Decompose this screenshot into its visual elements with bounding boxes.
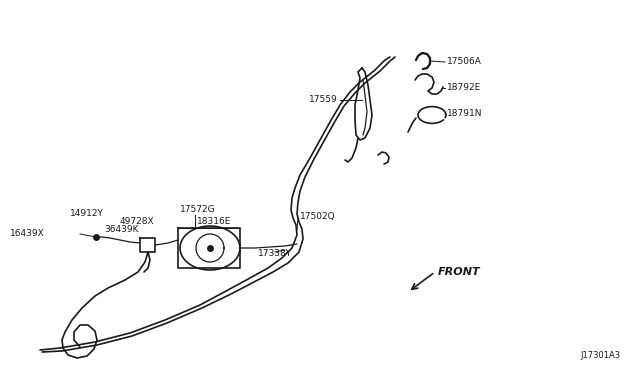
Text: 18792E: 18792E [447, 83, 481, 93]
Text: 16439X: 16439X [10, 230, 45, 238]
Text: 36439K: 36439K [104, 225, 138, 234]
Text: 17559: 17559 [309, 96, 338, 105]
Text: 49728X: 49728X [120, 218, 155, 227]
Text: 18316E: 18316E [197, 218, 232, 227]
Text: 14912Y: 14912Y [70, 209, 104, 218]
Text: 17506A: 17506A [447, 58, 482, 67]
Text: FRONT: FRONT [438, 267, 481, 277]
Text: 17572G: 17572G [180, 205, 216, 215]
Text: 17502Q: 17502Q [300, 212, 335, 221]
Text: 18791N: 18791N [447, 109, 483, 119]
Text: J17301A3: J17301A3 [580, 351, 620, 360]
Text: 17338Y: 17338Y [258, 250, 292, 259]
